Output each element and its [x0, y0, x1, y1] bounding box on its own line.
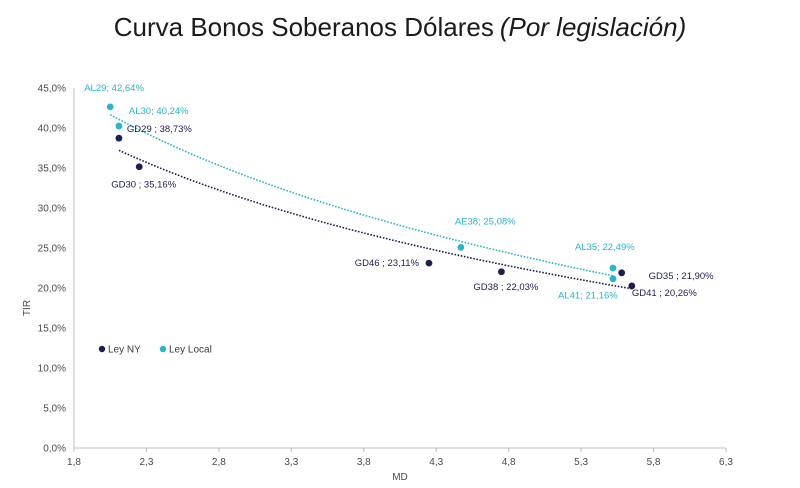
data-label: AL29; 42,64% [84, 83, 144, 94]
y-tick-label: 15,0% [38, 324, 66, 335]
chart-title-subtitle: (Por legislación) [499, 12, 687, 42]
y-axis-title: TIR [22, 300, 33, 316]
x-tick-label: 6,3 [719, 457, 733, 468]
x-tick-label: 5,8 [647, 457, 661, 468]
legend-label-ley-ny: Ley NY [108, 345, 141, 356]
legend-label-ley-local: Ley Local [169, 345, 212, 356]
y-tick-label: 45,0% [38, 84, 66, 95]
data-label: GD29 ; 38,73% [127, 124, 193, 135]
data-point-ley-local [457, 243, 465, 251]
y-tick-label: 30,0% [38, 204, 66, 215]
chart-legend: Ley NY Ley Local [98, 345, 212, 356]
chart-axes: 1,8 2,3 2,8 3,3 3,8 4,3 4,8 5,3 5,8 6,3 0,0% 5,0% 10… [22, 84, 733, 484]
y-tick-label: 25,0% [38, 244, 66, 255]
y-tick-label: 35,0% [38, 164, 66, 175]
data-label: AL41; 21,16% [558, 291, 618, 302]
x-tick-label: 2,3 [139, 457, 153, 468]
data-point-ley-local [609, 275, 617, 283]
x-tick-label: 4,8 [502, 457, 516, 468]
data-point-ley-ny [618, 269, 626, 277]
data-point-ley-ny [425, 259, 433, 267]
data-label: GD41 ; 20,26% [632, 288, 698, 299]
data-label: AL30; 40,24% [129, 106, 189, 117]
x-tick-label: 5,3 [574, 457, 588, 468]
x-tick-label: 3,8 [357, 457, 371, 468]
y-tick-label: 10,0% [38, 364, 66, 375]
data-label: GD30 ; 35,16% [111, 180, 177, 191]
y-tick-label: 20,0% [38, 284, 66, 295]
y-tick-label: 40,0% [38, 124, 66, 135]
y-tick-label: 0,0% [43, 444, 66, 455]
trendline-ley-local [109, 113, 614, 277]
data-label: GD35 ; 21,90% [649, 271, 715, 282]
x-tick-label: 4,3 [429, 457, 443, 468]
data-label: GD46 ; 23,11% [355, 258, 420, 269]
data-label: AL35; 22,49% [575, 242, 635, 253]
data-point-ley-ny [628, 282, 636, 290]
data-point-ley-local [609, 264, 617, 272]
x-axis-title: MD [392, 472, 408, 483]
data-label: AE38; 25,08% [455, 216, 516, 227]
data-point-ley-ny [135, 163, 143, 171]
x-tick-label: 2,8 [212, 457, 226, 468]
trendline-ley-ny [118, 149, 632, 290]
chart-title-main: Curva Bonos Soberanos Dólares [113, 12, 494, 42]
data-point-ley-ny [115, 134, 123, 142]
data-label: GD38 ; 22,03% [473, 282, 539, 293]
data-points [106, 103, 636, 290]
trendlines [109, 113, 632, 290]
data-point-ley-local [106, 103, 114, 111]
y-tick-label: 5,0% [43, 404, 66, 415]
data-point-ley-local [115, 122, 123, 130]
data-labels: GD29 ; 38,73% GD30 ; 35,16% GD46 ; 23,11% G… [84, 83, 714, 302]
x-tick-label: 3,3 [284, 457, 298, 468]
legend-marker-ley-local [159, 345, 167, 353]
legend-marker-ley-ny [98, 345, 106, 353]
chart-title: Curva Bonos Soberanos Dólares (Por legisl… [0, 12, 800, 43]
data-point-ley-ny [498, 268, 505, 276]
x-tick-label: 1,8 [67, 457, 81, 468]
